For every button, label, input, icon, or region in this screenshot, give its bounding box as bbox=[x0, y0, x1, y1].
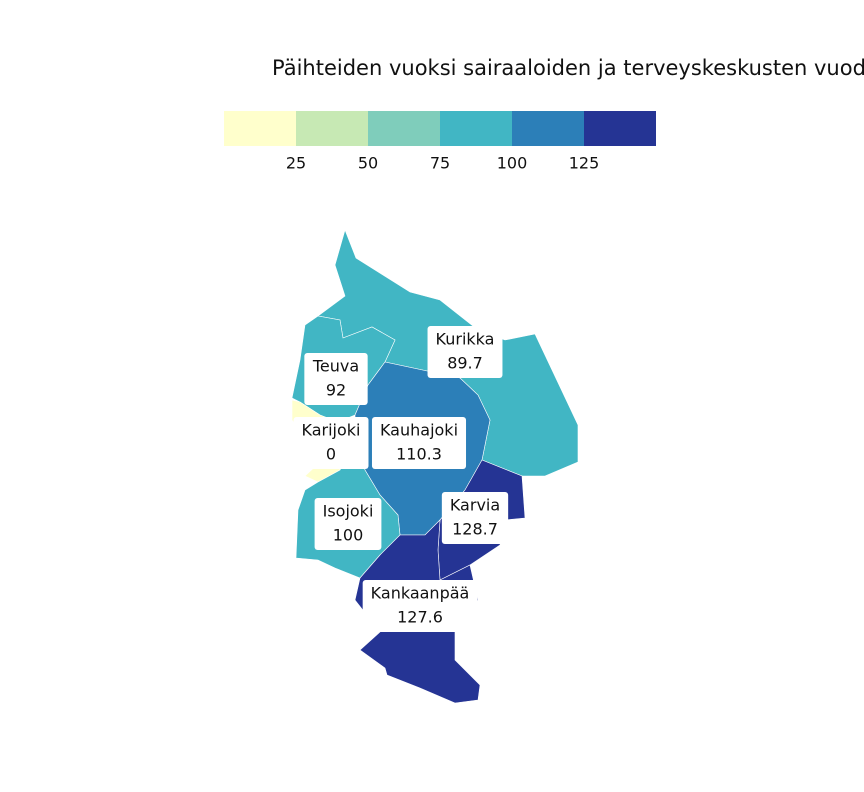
region-value: 128.7 bbox=[452, 520, 498, 539]
legend-swatch bbox=[512, 111, 584, 146]
region-label: Teuva 92 bbox=[304, 353, 368, 405]
region-value: 127.6 bbox=[397, 608, 443, 627]
legend-swatch bbox=[584, 111, 656, 146]
legend-tick-label: 75 bbox=[430, 154, 450, 173]
label-box bbox=[304, 353, 368, 405]
legend-swatch bbox=[440, 111, 512, 146]
legend-tick-label: 50 bbox=[358, 154, 378, 173]
legend-swatch bbox=[368, 111, 440, 146]
region-name: Karijoki bbox=[302, 421, 361, 440]
map-title: Päihteiden vuoksi sairaaloiden ja tervey… bbox=[272, 56, 864, 80]
region-label: Kauhajoki 110.3 bbox=[371, 417, 467, 469]
label-box bbox=[314, 498, 382, 550]
region-name: Kurikka bbox=[436, 330, 495, 349]
legend-tick-label: 25 bbox=[286, 154, 306, 173]
label-box bbox=[441, 492, 509, 544]
labels: Kurikka 89.7 Teuva 92 Karijoki 0 Kauhajoki 110.… bbox=[293, 326, 509, 632]
region-value: 110.3 bbox=[396, 445, 442, 464]
legend-tick-label: 125 bbox=[569, 154, 600, 173]
region-value: 100 bbox=[333, 526, 364, 545]
region-name: Karvia bbox=[450, 496, 500, 515]
label-box bbox=[293, 417, 369, 469]
region-value: 92 bbox=[326, 381, 346, 400]
region-value: 89.7 bbox=[447, 354, 483, 373]
legend-tick-label: 100 bbox=[497, 154, 528, 173]
region-label: Karvia 128.7 bbox=[441, 492, 509, 544]
label-box bbox=[362, 580, 478, 632]
region-name: Isojoki bbox=[323, 502, 374, 521]
region-label: Kurikka 89.7 bbox=[427, 326, 503, 378]
region-name: Kauhajoki bbox=[380, 421, 458, 440]
region-label: Isojoki 100 bbox=[314, 498, 382, 550]
region-value: 0 bbox=[326, 445, 336, 464]
region-name: Kankaanpää bbox=[371, 584, 470, 603]
region-name: Teuva bbox=[312, 357, 359, 376]
region-label: Karijoki 0 bbox=[293, 417, 369, 469]
label-box bbox=[371, 417, 467, 469]
legend-swatch bbox=[296, 111, 368, 146]
legend-swatch bbox=[224, 111, 296, 146]
region-label: Kankaanpää 127.6 bbox=[362, 580, 478, 632]
label-box bbox=[427, 326, 503, 378]
